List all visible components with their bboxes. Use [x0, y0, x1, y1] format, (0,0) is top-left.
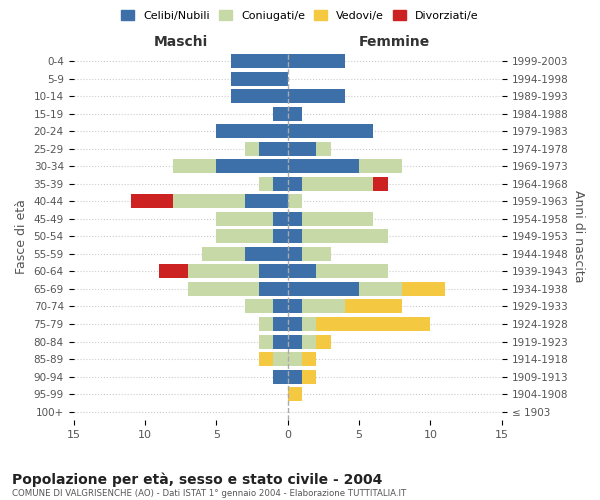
Bar — [287, 230, 302, 243]
Text: Popolazione per età, sesso e stato civile - 2004: Popolazione per età, sesso e stato civil… — [12, 472, 382, 487]
Bar — [188, 264, 259, 278]
Text: Maschi: Maschi — [154, 35, 208, 49]
Bar — [302, 300, 345, 314]
Bar — [402, 282, 445, 296]
Bar — [287, 177, 302, 191]
Bar — [259, 317, 274, 331]
Bar — [316, 264, 388, 278]
Bar — [316, 142, 331, 156]
Bar — [274, 177, 287, 191]
Bar — [159, 264, 188, 278]
Bar — [217, 230, 274, 243]
Bar — [287, 370, 302, 384]
Bar — [373, 177, 388, 191]
Bar — [287, 54, 345, 68]
Bar — [287, 264, 316, 278]
Bar — [230, 90, 287, 104]
Bar — [259, 264, 287, 278]
Bar — [259, 352, 274, 366]
Bar — [188, 282, 259, 296]
Bar — [316, 317, 430, 331]
Bar — [302, 334, 316, 348]
Bar — [274, 334, 287, 348]
Bar — [287, 90, 345, 104]
Bar — [259, 177, 274, 191]
Bar — [217, 212, 274, 226]
Bar — [302, 212, 373, 226]
Bar — [302, 247, 331, 261]
Bar — [287, 282, 359, 296]
Bar — [302, 230, 388, 243]
Bar — [287, 387, 302, 401]
Bar — [259, 282, 287, 296]
Bar — [287, 317, 302, 331]
Bar — [274, 212, 287, 226]
Bar — [287, 247, 302, 261]
Bar — [302, 370, 316, 384]
Bar — [359, 160, 402, 173]
Bar — [302, 177, 373, 191]
Bar — [245, 142, 259, 156]
Bar — [359, 282, 402, 296]
Bar — [302, 352, 316, 366]
Bar — [287, 194, 302, 208]
Bar — [287, 124, 373, 138]
Bar — [287, 142, 316, 156]
Bar — [245, 247, 287, 261]
Legend: Celibi/Nubili, Coniugati/e, Vedovi/e, Divorziati/e: Celibi/Nubili, Coniugati/e, Vedovi/e, Di… — [117, 6, 483, 25]
Bar — [259, 142, 287, 156]
Bar — [345, 300, 402, 314]
Bar — [302, 317, 316, 331]
Bar — [287, 160, 359, 173]
Bar — [274, 230, 287, 243]
Bar — [287, 300, 302, 314]
Bar — [274, 317, 287, 331]
Bar — [274, 370, 287, 384]
Bar — [274, 300, 287, 314]
Bar — [217, 160, 287, 173]
Bar — [287, 212, 302, 226]
Bar — [245, 194, 287, 208]
Text: Femmine: Femmine — [359, 35, 430, 49]
Bar — [217, 124, 287, 138]
Bar — [230, 72, 287, 86]
Bar — [230, 54, 287, 68]
Bar — [274, 352, 287, 366]
Bar — [287, 352, 302, 366]
Bar — [259, 334, 274, 348]
Bar — [316, 334, 331, 348]
Bar — [202, 247, 245, 261]
Bar — [131, 194, 173, 208]
Y-axis label: Anni di nascita: Anni di nascita — [572, 190, 585, 282]
Bar — [173, 194, 245, 208]
Bar — [274, 107, 287, 121]
Text: COMUNE DI VALGRISENCHE (AO) - Dati ISTAT 1° gennaio 2004 - Elaborazione TUTTITAL: COMUNE DI VALGRISENCHE (AO) - Dati ISTAT… — [12, 489, 406, 498]
Bar — [173, 160, 217, 173]
Bar — [245, 300, 274, 314]
Bar — [287, 334, 302, 348]
Bar — [287, 107, 302, 121]
Y-axis label: Fasce di età: Fasce di età — [15, 199, 28, 274]
